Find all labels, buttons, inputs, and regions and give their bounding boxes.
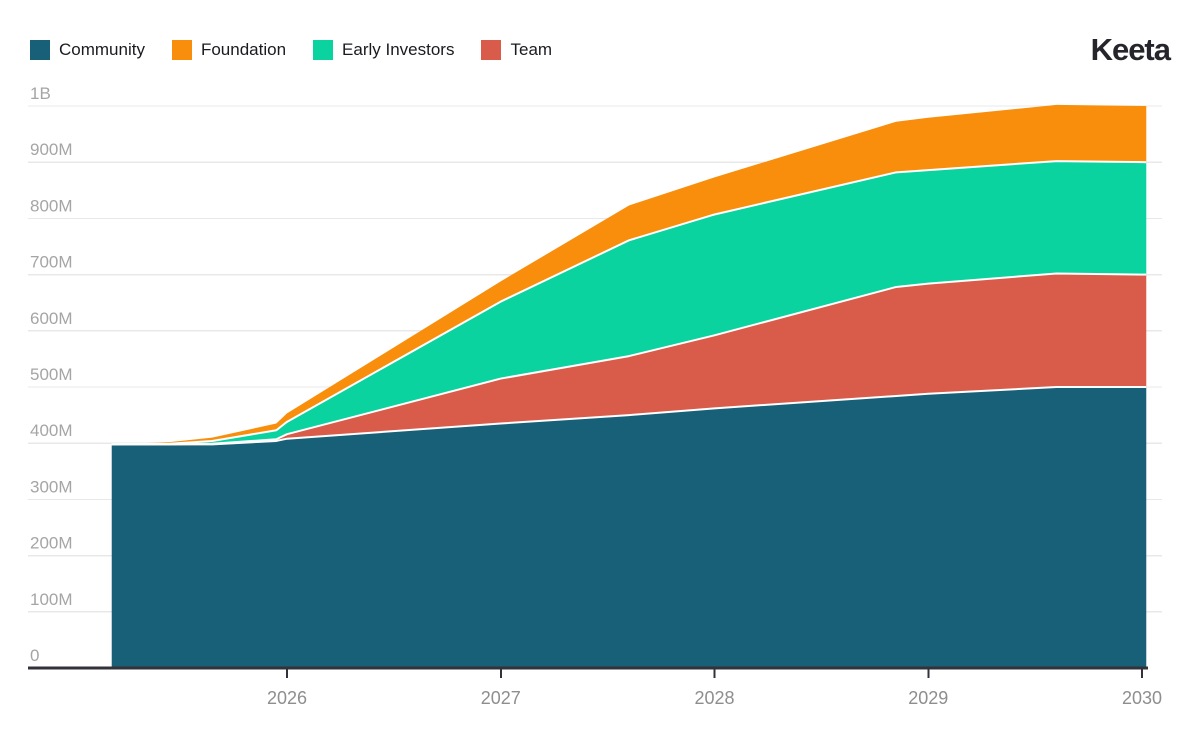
y-axis-label-900M: 900M bbox=[30, 140, 73, 159]
keeta-logo: Keeta bbox=[1090, 32, 1171, 67]
y-axis-label-400M: 400M bbox=[30, 421, 73, 440]
y-axis-label-600M: 600M bbox=[30, 309, 73, 328]
legend-item-foundation[interactable]: Foundation bbox=[171, 39, 287, 60]
area-foundation[interactable] bbox=[111, 104, 1147, 445]
legend-label: Early Investors bbox=[342, 40, 455, 59]
legend-swatch bbox=[313, 39, 334, 60]
legend-item-team[interactable]: Team bbox=[481, 39, 553, 60]
area-early-investors[interactable] bbox=[111, 161, 1147, 445]
series-boundary-team bbox=[111, 272, 1147, 446]
series-boundary-early-investors bbox=[111, 160, 1147, 446]
y-axis-label-500M: 500M bbox=[30, 365, 73, 384]
x-axis-label-2026: 2026 bbox=[267, 688, 307, 708]
chart-header: Community Foundation Early Investors Tea… bbox=[30, 32, 1171, 67]
x-axis-label-2028: 2028 bbox=[694, 688, 734, 708]
y-axis-label-1B: 1B bbox=[30, 84, 51, 103]
y-axis-label-700M: 700M bbox=[30, 253, 73, 272]
legend-label: Team bbox=[510, 40, 553, 59]
legend-label: Community bbox=[59, 40, 145, 59]
y-axis-label-100M: 100M bbox=[30, 590, 73, 609]
legend-item-early-investors[interactable]: Early Investors bbox=[313, 39, 455, 60]
x-axis-label-2030: 2030 bbox=[1122, 688, 1162, 708]
legend-swatch bbox=[30, 39, 50, 60]
y-axis-label-300M: 300M bbox=[30, 477, 73, 496]
legend-item-community[interactable]: Community bbox=[30, 39, 145, 60]
y-axis-label-0: 0 bbox=[30, 646, 39, 665]
area-team[interactable] bbox=[111, 273, 1147, 445]
legend-label: Foundation bbox=[200, 40, 287, 59]
x-axis-label-2027: 2027 bbox=[481, 688, 521, 708]
legend-swatch bbox=[481, 39, 502, 60]
x-axis-label-2029: 2029 bbox=[908, 688, 948, 708]
area-community[interactable] bbox=[111, 387, 1147, 668]
legend-swatch bbox=[171, 39, 192, 60]
y-axis-label-800M: 800M bbox=[30, 196, 73, 215]
y-axis-label-200M: 200M bbox=[30, 534, 73, 553]
chart-legend: Community Foundation Early Investors Tea… bbox=[30, 39, 553, 60]
x-axis-line bbox=[28, 666, 1148, 670]
